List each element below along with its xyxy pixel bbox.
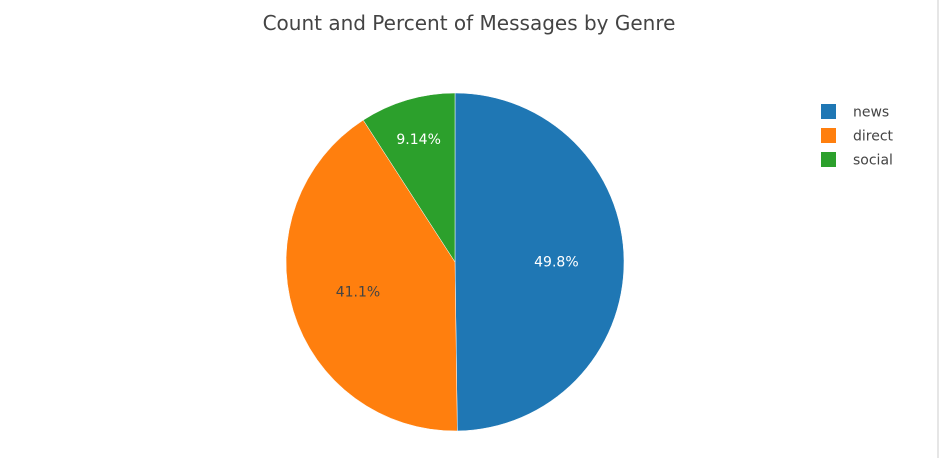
pie-slice-news[interactable]: [454, 92, 625, 432]
legend-label-direct: direct: [853, 129, 894, 145]
legend-label-news: news: [853, 105, 889, 121]
legend-item-direct[interactable]: direct: [821, 128, 894, 145]
legend-swatch-news: [821, 104, 836, 119]
right-edge-divider: [937, 0, 939, 458]
legend-item-news[interactable]: news: [821, 104, 889, 121]
pie-slice-direct[interactable]: [285, 119, 458, 432]
legend-swatch-direct: [821, 128, 836, 143]
legend-item-social[interactable]: social: [821, 152, 893, 169]
slice-labels: 49.8% 41.1% 9.14%: [336, 132, 579, 301]
slice-label-direct: 41.1%: [336, 284, 380, 300]
legend-label-social: social: [853, 153, 893, 169]
slice-label-news: 49.8%: [534, 254, 578, 270]
legend[interactable]: news direct social: [821, 104, 894, 169]
pie-slice-social[interactable]: [362, 92, 456, 263]
pie-slices: [285, 92, 625, 432]
slice-label-social: 9.14%: [396, 132, 440, 148]
legend-swatch-social: [821, 152, 836, 167]
chart-title: Count and Percent of Messages by Genre: [263, 11, 676, 35]
